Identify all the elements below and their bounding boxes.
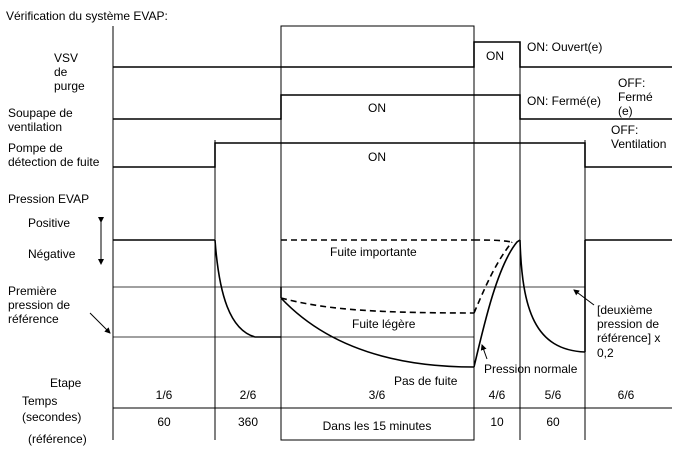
vent-on-text: ON	[368, 101, 386, 115]
vsv-on-text: ON	[486, 49, 504, 63]
normal-pressure-label: Pression normale	[484, 362, 578, 376]
pump-off-annotation-1: OFF:	[611, 123, 638, 137]
step-row: 1/6 2/6 3/6 4/6 5/6 6/6	[156, 388, 635, 402]
time-cell: Dans les 15 minutes	[323, 419, 432, 433]
first-reference-arrow	[89, 312, 111, 334]
time-cell: 360	[238, 415, 258, 429]
time-label-2: (secondes)	[22, 410, 81, 424]
normal-pressure-arrow	[480, 344, 488, 360]
time-cell: 60	[546, 415, 560, 429]
vsv-signal	[113, 41, 672, 68]
small-leak-curve	[280, 297, 475, 314]
pressure-leak-curves	[280, 239, 513, 314]
time-row: 60 360 Dans les 15 minutes 10 60	[157, 415, 560, 433]
pressure-label: Pression EVAP	[8, 192, 89, 206]
vsv-label-2: de	[54, 65, 68, 79]
vsv-on-annotation: ON: Ouvert(e)	[527, 40, 602, 54]
vent-off-annotation-1: OFF:	[618, 76, 645, 90]
small-leak-label: Fuite légère	[352, 317, 416, 331]
pump-on-text: ON	[368, 150, 386, 164]
no-leak-label: Pas de fuite	[394, 374, 458, 388]
step-cell: 2/6	[240, 388, 257, 402]
pump-signal	[113, 142, 672, 168]
pump-label-1: Pompe de	[8, 141, 63, 155]
diagram-title: Vérification du système EVAP:	[6, 9, 168, 23]
time-cell: 10	[490, 415, 504, 429]
no-leak-curve	[280, 297, 475, 368]
vent-off-annotation-3: (e)	[618, 104, 633, 118]
vent-off-annotation-2: Fermé	[618, 90, 653, 104]
second-reference-arrow	[573, 289, 595, 306]
vent-signal	[113, 94, 672, 120]
step-cell: 1/6	[156, 388, 173, 402]
vent-label-2: ventilation	[8, 120, 62, 134]
first-reference-label-3: référence	[8, 312, 59, 326]
pressure-positive-label: Positive	[28, 216, 70, 230]
phase-3-box	[280, 25, 475, 441]
time-label-3: (référence)	[28, 432, 87, 446]
step-cell: 4/6	[489, 388, 506, 402]
second-reference-label-1: [deuxième	[597, 303, 653, 317]
second-reference-label-3: référence] x	[597, 331, 660, 345]
vsv-label-3: purge	[54, 79, 85, 93]
time-label-1: Temps	[22, 394, 57, 408]
first-reference-label-1: Première	[8, 284, 57, 298]
time-cell: 60	[157, 415, 171, 429]
step-cell: 5/6	[545, 388, 562, 402]
big-leak-label: Fuite importante	[330, 245, 417, 259]
pump-off-annotation-2: Ventilation	[611, 137, 666, 151]
vent-label-1: Soupape de	[8, 106, 73, 120]
step-cell: 3/6	[369, 388, 386, 402]
big-leak-recovery-curve	[473, 239, 513, 243]
second-reference-label-4: 0,2	[597, 346, 614, 360]
second-reference-label-2: pression de	[597, 317, 659, 331]
pump-label-2: détection de fuite	[8, 155, 100, 169]
normal-pressure-curve	[473, 239, 521, 368]
pressure-reference-lines	[113, 286, 585, 338]
vent-on-annotation: ON: Fermé(e)	[527, 94, 601, 108]
vsv-label-1: VSV	[54, 51, 78, 65]
pressure-waveform	[113, 239, 672, 368]
step-cell: 6/6	[618, 388, 635, 402]
pressure-negative-label: Négative	[28, 247, 76, 261]
phase-dividers	[112, 26, 586, 440]
first-reference-label-2: pression de	[8, 298, 70, 312]
small-leak-recovery-curve	[473, 241, 513, 314]
step-label: Etape	[50, 376, 82, 390]
phase-5-decay-curve	[519, 239, 586, 353]
